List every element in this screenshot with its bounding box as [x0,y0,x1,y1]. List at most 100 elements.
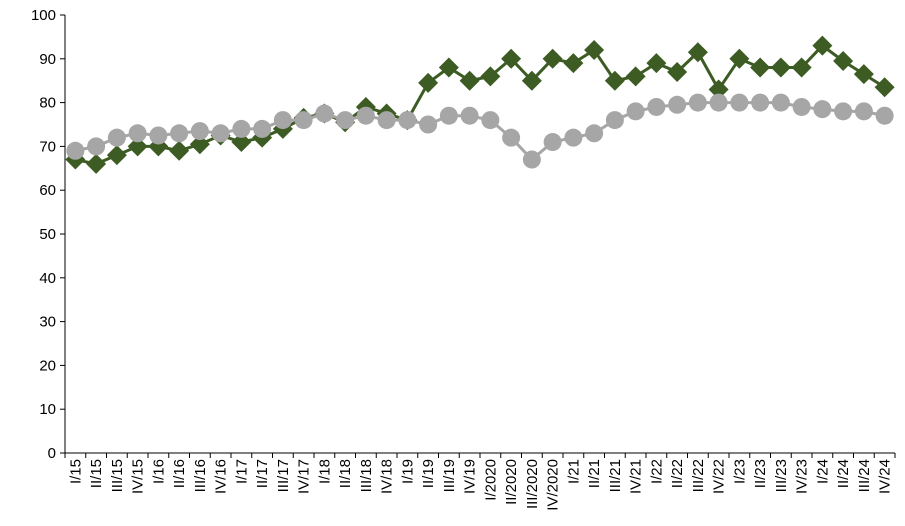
x-tick-label: II/22 [669,459,686,488]
circle-marker [107,128,126,147]
x-tick-label: IV/23 [794,459,811,494]
circle-marker [356,106,375,125]
series-line [75,101,885,162]
x-tick-label: I/16 [150,459,167,484]
x-tick-label: II/24 [835,459,852,488]
diamond-marker [750,57,771,78]
series-line [75,43,886,166]
x-tick-label: III/2020 [524,459,541,509]
x-tick-label: III/17 [275,459,292,492]
diamond-marker [812,35,833,56]
diamond-marker [189,134,210,155]
x-tick-label: IV/21 [628,459,645,494]
x-tick-label: III/22 [690,459,707,492]
circle-marker [709,93,728,112]
x-tick-label: IV/18 [379,459,396,494]
x-tick-label: III/24 [856,459,873,492]
y-tick-label: 30 [39,314,56,331]
y-tick-label: 60 [39,182,56,199]
diamond-marker [501,48,522,69]
x-tick-label: III/23 [773,459,790,492]
x-tick-label: I/22 [648,459,665,484]
diamond-marker [667,61,688,82]
diamond-marker [86,153,107,174]
circle-marker [564,128,583,147]
x-tick-label: I/2020 [482,459,499,501]
diamond-marker [604,70,625,91]
circle-marker [336,111,355,130]
circle-marker [190,122,209,141]
circle-marker [792,97,811,116]
x-tick-label: III/19 [441,459,458,492]
y-tick-label: 40 [39,270,56,287]
x-tick-label: II/17 [254,459,271,488]
circle-marker [481,111,500,130]
circle-marker [460,106,479,125]
y-tick-label: 70 [39,138,56,155]
diamond-marker [770,57,791,78]
x-tick-label: III/21 [607,459,624,492]
x-tick-label: IV/17 [296,459,313,494]
circle-marker [149,126,168,145]
x-tick-label: II/21 [586,459,603,488]
x-tick-label: II/16 [171,459,188,488]
diamond-marker [438,57,459,78]
x-tick-label: II/2020 [503,459,520,505]
diamond-marker [687,42,708,63]
circle-marker [751,93,770,112]
circle-marker [377,111,396,130]
diamond-marker [625,66,646,87]
circle-marker [419,115,438,134]
circle-marker [585,124,604,143]
circle-marker [875,106,894,125]
diamond-marker [584,40,605,61]
circle-marker [398,111,417,130]
circle-marker [66,141,85,160]
circle-marker [315,104,334,123]
circle-marker [647,97,666,116]
circle-marker [294,111,313,130]
circle-marker [854,102,873,121]
x-tick-label: IV/24 [877,459,894,494]
circle-marker [522,150,541,169]
diamond-marker [791,57,812,78]
x-tick-label: I/19 [399,459,416,484]
x-tick-label: I/21 [565,459,582,484]
y-tick-label: 0 [48,445,56,462]
y-tick-label: 80 [39,95,56,112]
diamond-marker [459,70,480,91]
circle-marker [253,119,272,138]
diamond-marker [542,48,563,69]
x-tick-label: II/19 [420,459,437,488]
x-tick-label: II/15 [88,459,105,488]
circle-marker [211,124,230,143]
circle-marker [232,119,251,138]
circle-marker [813,100,832,119]
diamond-marker [729,48,750,69]
circle-marker [502,128,521,147]
x-tick-label: III/15 [109,459,126,492]
circle-marker [543,133,562,152]
diamond-marker [418,72,439,93]
x-tick-label: I/24 [814,459,831,484]
x-tick-label: IV/2020 [545,459,562,511]
diamond-marker [708,79,729,100]
circle-marker [439,106,458,125]
x-tick-label: IV/22 [711,459,728,494]
y-tick-label: 10 [39,401,56,418]
diamond-marker [853,64,874,85]
diamond-marker [127,136,148,157]
circle-marker [688,93,707,112]
x-tick-label: II/23 [752,459,769,488]
circle-marker [730,93,749,112]
circle-marker [834,102,853,121]
circle-marker [626,102,645,121]
x-tick-label: II/18 [337,459,354,488]
x-tick-label: III/16 [192,459,209,492]
x-tick-label: III/18 [358,459,375,492]
diamond-marker [521,70,542,91]
x-tick-label: I/18 [316,459,333,484]
circle-marker [273,111,292,130]
y-tick-label: 100 [31,7,56,24]
